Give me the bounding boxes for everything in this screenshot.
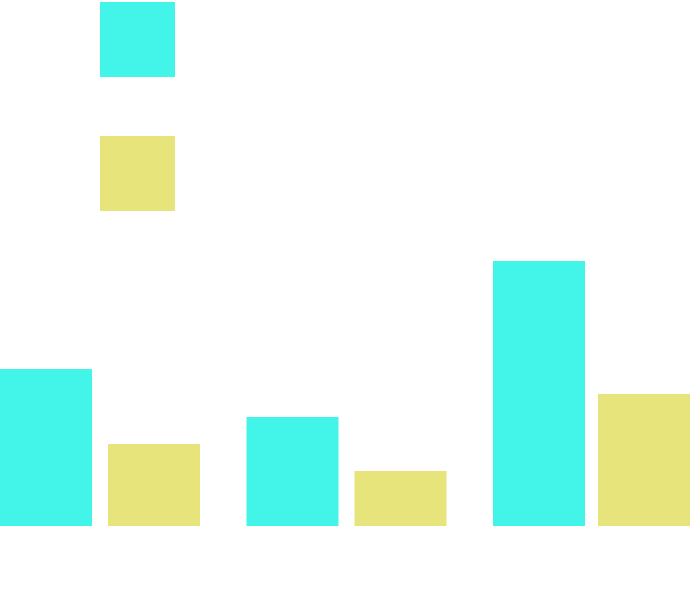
- legend-swatch: [100, 2, 175, 77]
- bar: [354, 471, 447, 526]
- bar: [493, 261, 585, 526]
- bar: [0, 369, 92, 526]
- bar: [108, 444, 200, 526]
- legend-swatch: [100, 136, 175, 211]
- bar: [246, 417, 339, 526]
- bar: [598, 394, 690, 526]
